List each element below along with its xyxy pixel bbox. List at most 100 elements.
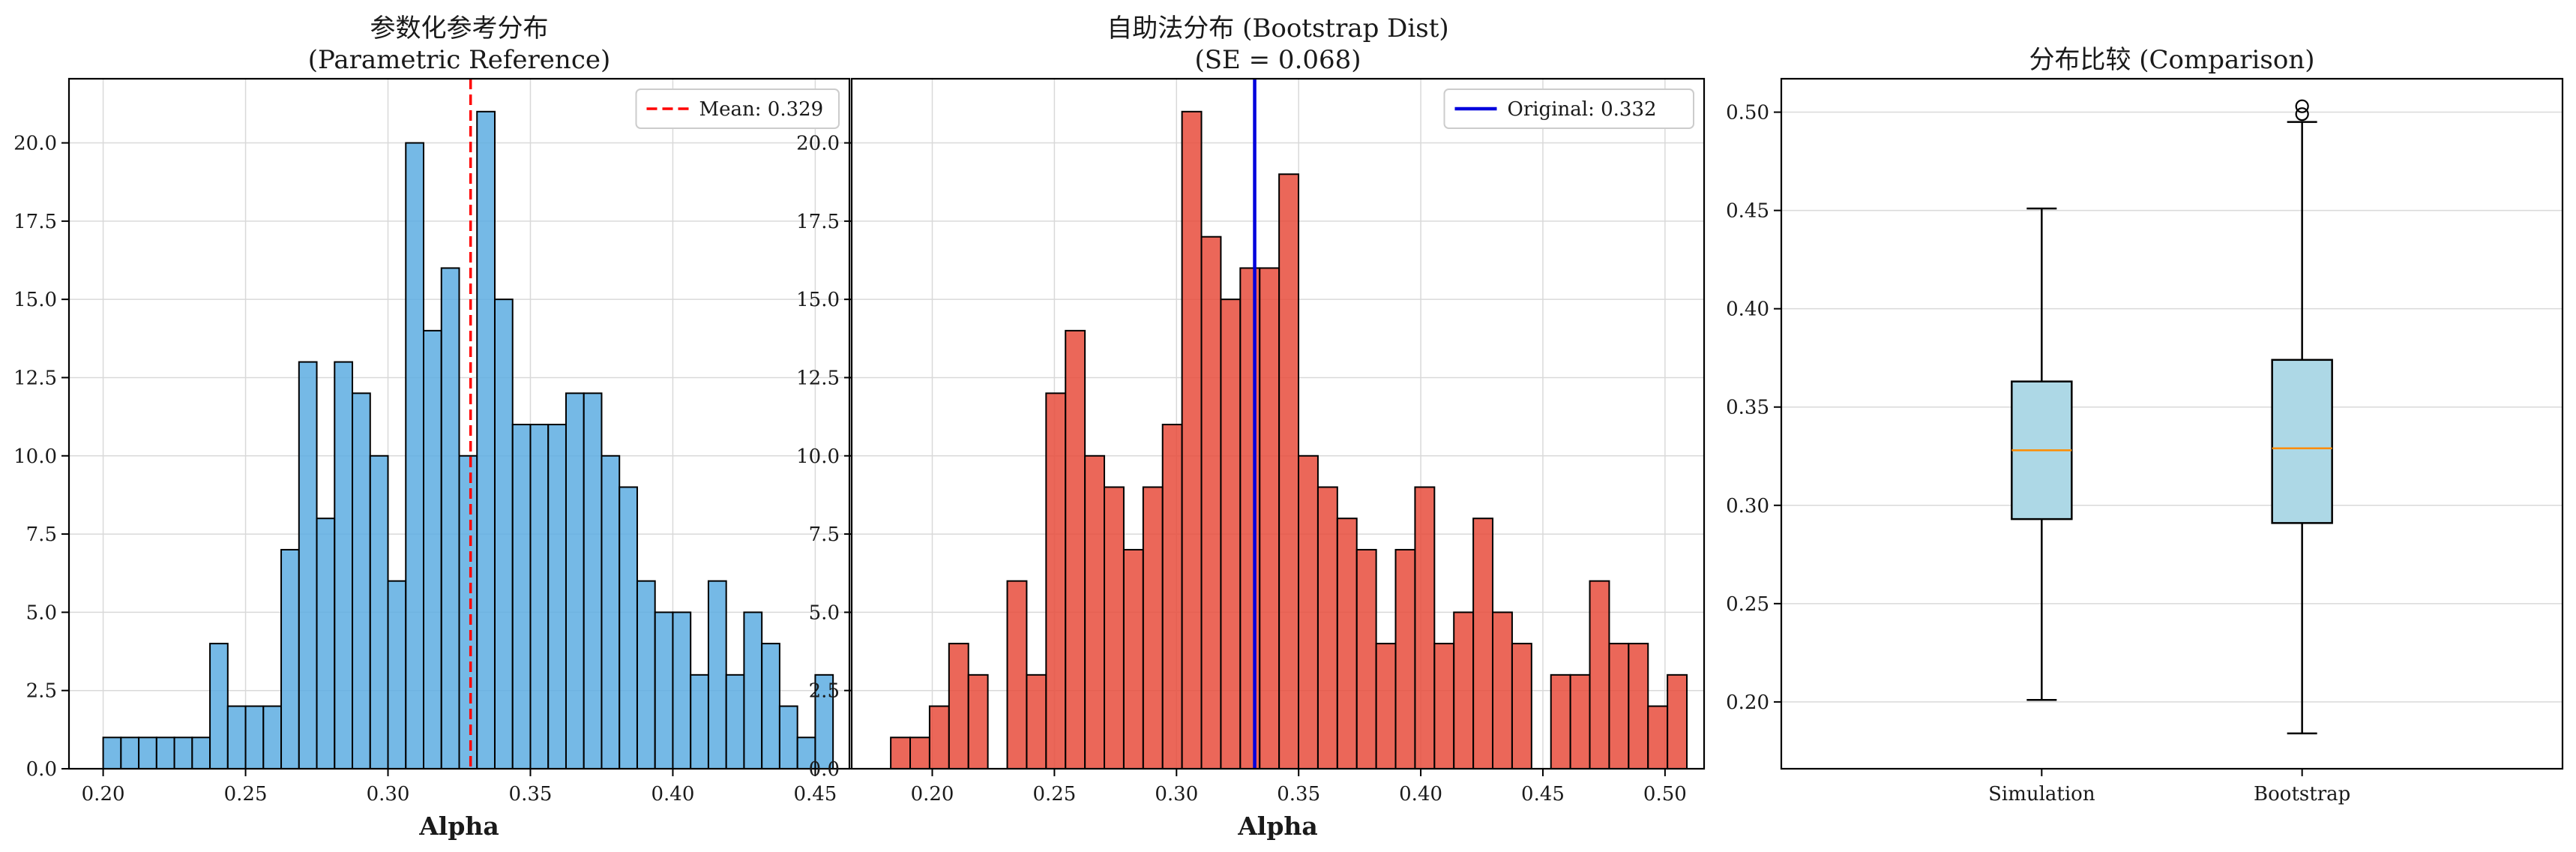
histogram-bar [334,361,354,770]
histogram-bar [493,298,514,770]
histogram-bar [1239,267,1261,770]
histogram-bar [458,454,478,770]
y-tick-label: 15.0 [13,289,57,311]
histogram-bar [654,611,674,770]
ticks: 0.0 2.5 5.0 7.5 10.0 12.5 15.0 17.5 20.0 0.20 0.25… [13,133,837,806]
histogram-bar [547,424,567,770]
legend-label: Original: 0.332 [1508,98,1657,121]
histogram-bar [1259,267,1281,770]
histogram-bar [890,736,912,770]
x-tick-label: Bootstrap [2254,783,2350,806]
legend: Mean: 0.329 [635,88,840,129]
histogram-bar [601,454,621,770]
y-tick-label: 12.5 [13,367,57,389]
histogram-bar [1278,173,1300,770]
histogram-bar [1375,643,1397,770]
histogram-bar [529,424,550,770]
y-tick-label: 0.45 [1726,200,1769,223]
y-tick-label: 10.0 [796,446,840,468]
histogram-bar [928,705,950,770]
x-tick-label: 0.20 [911,783,954,806]
y-tick-label: 5.0 [809,602,840,624]
y-tick-label: 0.40 [1726,298,1769,321]
chart-title-line: (Parametric Reference) [308,45,611,75]
histogram-bar [1045,392,1067,770]
x-axis-label: Alpha [1237,812,1318,841]
histogram-bar [1433,643,1455,770]
x-axis-label: Alpha [418,812,499,841]
histogram-bar [1142,486,1164,770]
box-bootstrap [2271,99,2333,735]
boxplot-panel: 0.20 0.25 0.30 0.35 0.40 0.45 0.50 Simulation Bo… [1726,77,2564,806]
y-tick-label: 0.25 [1726,593,1769,616]
histogram-bar [1316,486,1338,770]
histogram-bar [1472,518,1494,770]
histogram-bar [1414,486,1436,770]
histogram-bar [244,705,265,770]
histogram-bar [1220,298,1242,770]
histogram-bar [1569,674,1591,770]
ticks: 0.0 2.5 5.0 7.5 10.0 12.5 15.0 17.5 20.0 0.20 0.25… [796,133,1687,806]
histogram-bar [967,674,989,770]
histogram-bar [636,580,656,770]
histogram-bar [1453,611,1475,770]
histogram-bar [619,486,638,770]
histogram-bar [583,392,603,770]
histogram-bar [565,392,585,770]
histogram-bar [1647,705,1669,770]
histogram-bar [1006,580,1028,770]
x-tick-label: 0.45 [793,783,837,806]
histogram-bar [761,643,780,770]
histogram-bar [1608,643,1630,770]
histogram-bar [948,643,969,770]
histogram-bar [369,454,389,770]
histogram-bar [191,736,211,770]
x-tick-label: 0.20 [82,783,125,806]
x-tick-label: 0.35 [1277,783,1320,806]
axes-frame [67,77,851,770]
ticks: 0.20 0.25 0.30 0.35 0.40 0.45 0.50 Simulation Bo… [1726,102,2350,806]
histogram-bar [209,643,229,770]
x-tick-label: 0.25 [1032,783,1076,806]
y-tick-label: 15.0 [796,289,840,311]
chart-title: 自助法分布 (Bootstrap Dist)(SE = 0.068) [1107,14,1448,75]
legend-label: Mean: 0.329 [699,98,824,121]
chart-title: 参数化参考分布(Parametric Reference) [308,14,611,75]
histogram-bar [1181,110,1203,770]
y-tick-label: 0.30 [1726,495,1769,518]
gridlines [1781,111,2563,703]
histogram-panel-2: 0.0 2.5 5.0 7.5 10.0 12.5 15.0 17.5 20.0 0.20 0.25… [796,77,1706,841]
bars [890,110,1688,770]
y-tick-label: 0.50 [1726,102,1769,124]
histogram-bar [1589,580,1610,770]
histogram-bar [1161,424,1183,770]
y-tick-label: 7.5 [809,524,840,546]
y-tick-label: 17.5 [13,211,57,233]
histogram-bar [707,580,727,770]
histogram-bar [155,736,175,770]
histogram-bar [352,392,371,770]
histogram-bar [476,110,496,770]
histogram-bar [405,142,425,770]
axes-frame [1780,77,2564,770]
histogram-bar [1667,674,1688,770]
histogram-bar [909,736,930,770]
chart-title-line: (SE = 0.068) [1194,45,1361,75]
y-tick-label: 7.5 [26,524,57,546]
histogram-bar [1104,486,1125,770]
x-tick-label: Simulation [1988,783,2095,806]
x-tick-label: 0.30 [1155,783,1198,806]
x-tick-label: 0.30 [367,783,410,806]
histogram-bar [298,361,318,770]
legend: Original: 0.332 [1443,88,1694,129]
x-tick-label: 0.40 [651,783,694,806]
chart-title-line: 参数化参考分布 [370,14,549,44]
histogram-bar [120,736,140,770]
histogram-bar [1298,454,1319,770]
histogram-bar [672,611,692,770]
histogram-bar [173,736,193,770]
axes-frame [850,77,1706,770]
histogram-panel-1: 0.0 2.5 5.0 7.5 10.0 12.5 15.0 17.5 20.0 0.20 0.25… [13,77,851,841]
y-tick-label: 0.0 [26,758,57,781]
